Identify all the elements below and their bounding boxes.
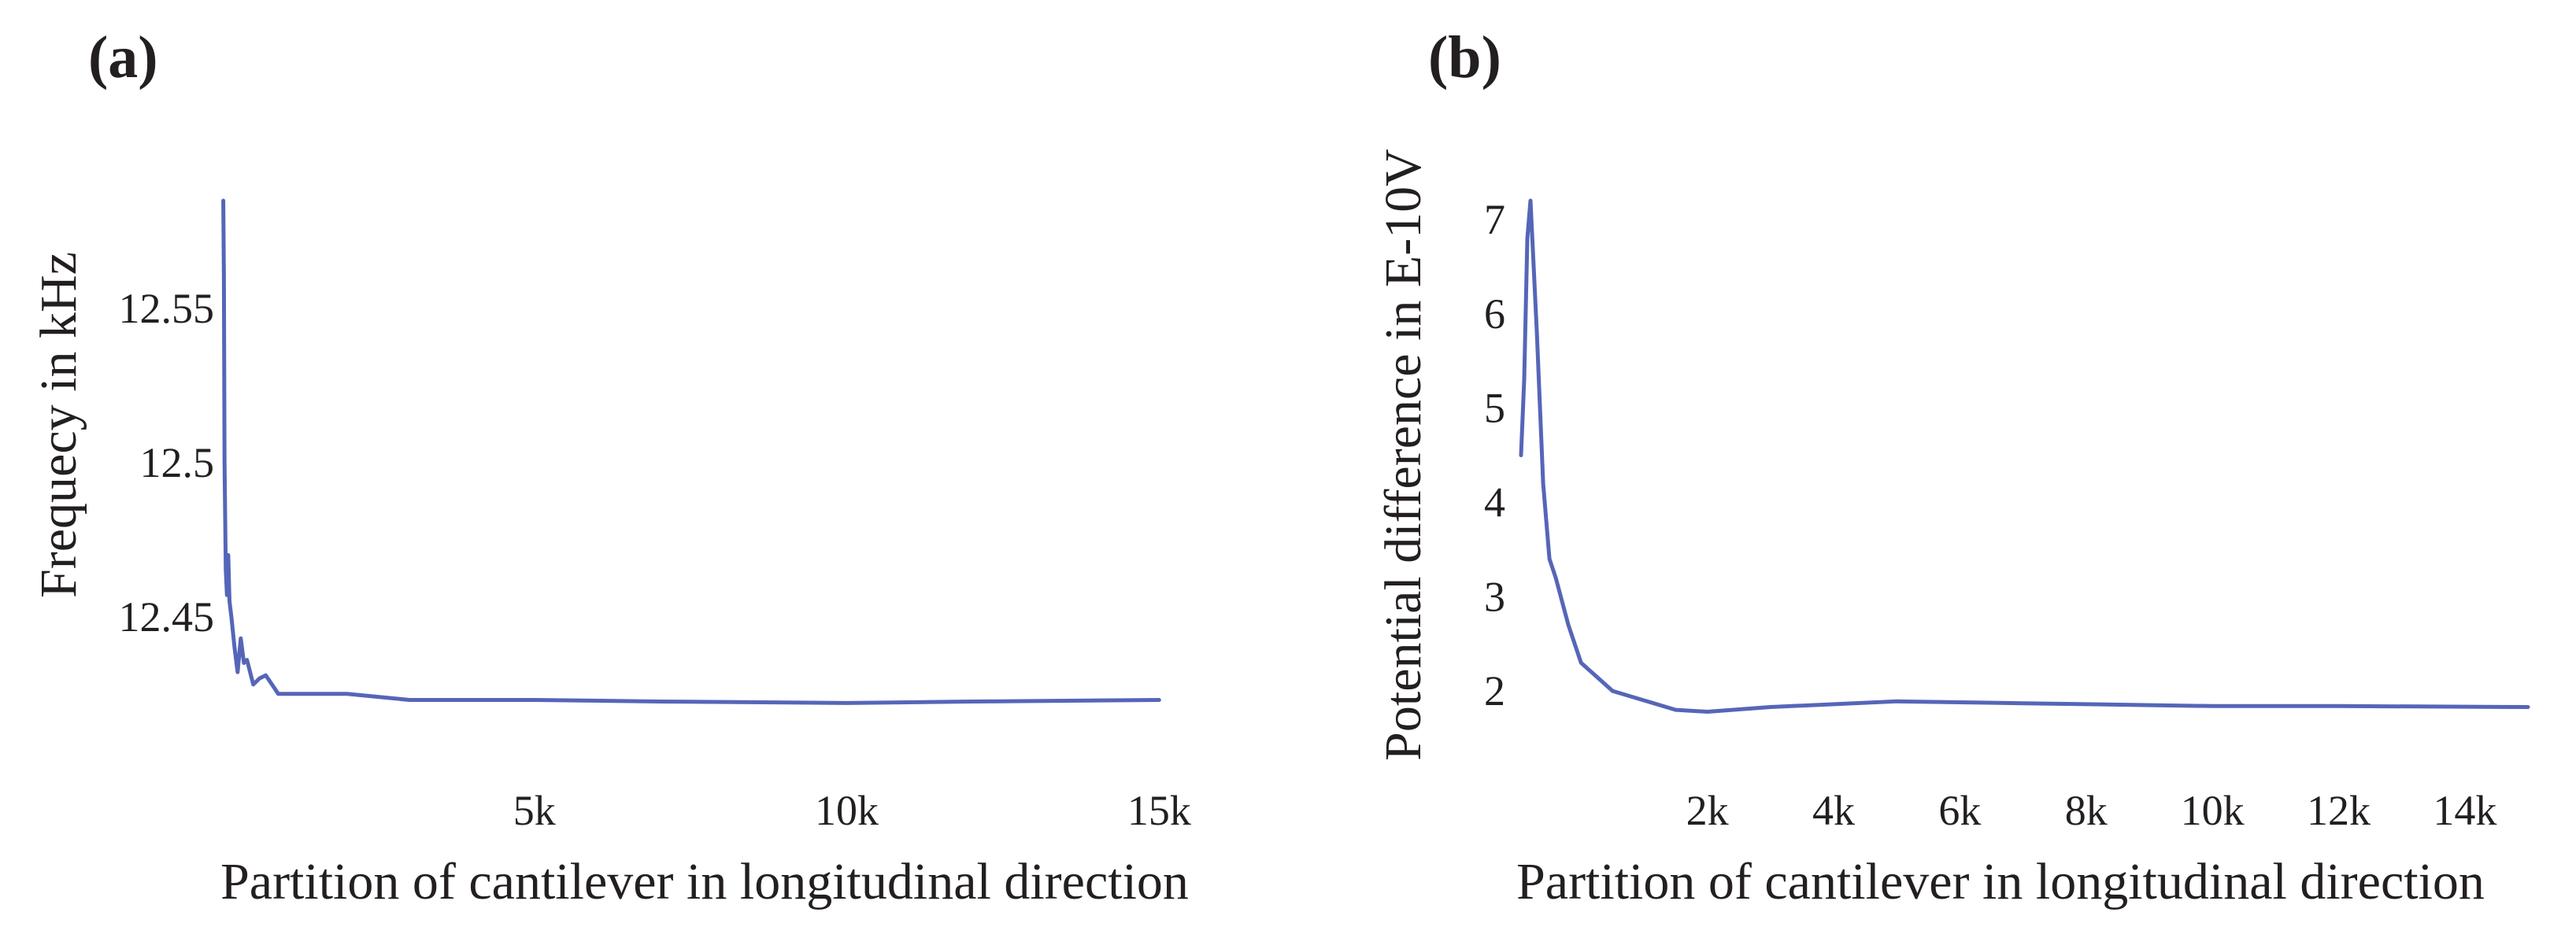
- panel-b: (b) Potential difference in E-10V Partit…: [1288, 0, 2576, 949]
- series-line-a: [221, 198, 1161, 705]
- x-tick-label-a: 15k: [1127, 787, 1191, 834]
- x-tick-label-b: 8k: [2065, 787, 2108, 834]
- y-tick-label-a: 12.5: [140, 439, 215, 486]
- y-tick-label-b: 4: [1484, 478, 1505, 526]
- x-axis-title-b: Partition of cantilever in longitudinal …: [1516, 853, 2485, 910]
- x-axis-title-a: Partition of cantilever in longitudinal …: [220, 853, 1189, 910]
- y-tick-label-b: 5: [1484, 385, 1505, 432]
- y-tick-label-a: 12.55: [119, 285, 215, 332]
- panel-label-a: (a): [88, 24, 158, 90]
- x-tick-label-b: 2k: [1686, 787, 1729, 834]
- y-axis-title-b: Potential difference in E-10V: [1375, 149, 1432, 761]
- y-tick-label-b: 2: [1484, 667, 1505, 715]
- x-tick-label-b: 10k: [2181, 787, 2245, 834]
- y-tick-label-b: 7: [1484, 196, 1505, 243]
- y-tick-label-b: 3: [1484, 573, 1505, 620]
- y-tick-label-b: 6: [1484, 290, 1505, 338]
- panel-label-b: (b): [1428, 24, 1501, 90]
- x-tick-label-a: 5k: [513, 787, 556, 834]
- x-tick-label-b: 12k: [2307, 787, 2371, 834]
- x-tick-label-b: 14k: [2433, 787, 2496, 834]
- x-tick-label-a: 10k: [815, 787, 879, 834]
- x-tick-label-b: 4k: [1812, 787, 1855, 834]
- x-tick-label-b: 6k: [1938, 787, 1981, 834]
- chart-potential-difference: Potential difference in E-10V Partition …: [1375, 149, 2530, 910]
- y-tick-label-a: 12.45: [119, 593, 215, 641]
- y-axis-title-a: Frequecy in kHz: [30, 252, 87, 598]
- chart-frequency: Frequecy in kHz Partition of cantilever …: [30, 198, 1191, 910]
- series-line-b: [1519, 198, 2530, 714]
- panel-a: (a) Frequecy in kHz Partition of cantile…: [30, 24, 1191, 910]
